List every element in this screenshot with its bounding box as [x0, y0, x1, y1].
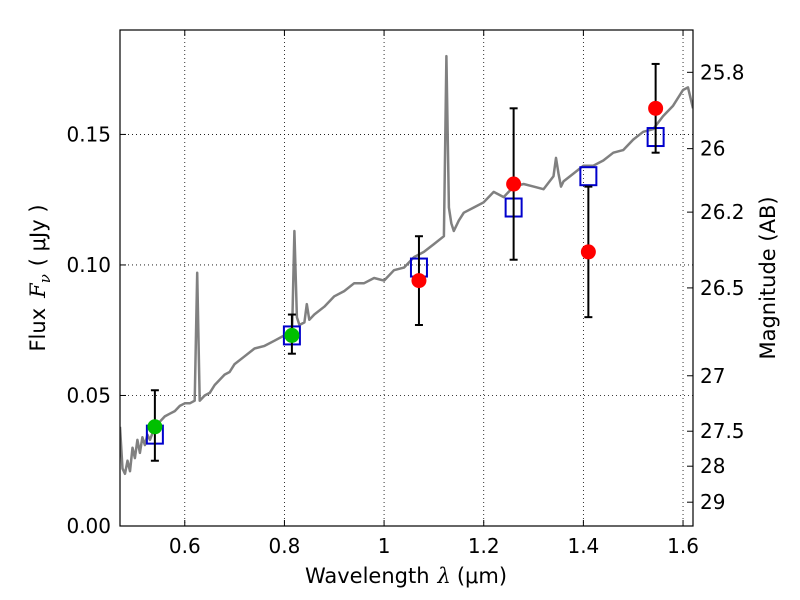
observed-point — [648, 100, 664, 116]
magnitude-tick-label: 26.2 — [700, 200, 745, 224]
magnitude-axis-label: Magnitude (AB) — [756, 196, 780, 359]
plot-frame — [119, 29, 694, 527]
y-tick-label: 0.15 — [66, 122, 111, 146]
observed-point — [506, 176, 522, 192]
observed-point — [284, 327, 300, 343]
magnitude-tick-label: 26.5 — [700, 276, 745, 300]
x-tick-label: 1.4 — [567, 534, 599, 558]
x-tick-label: 0.8 — [269, 534, 301, 558]
y-tick-label: 0.00 — [66, 514, 111, 538]
x-axis-label: Wavelength λ (μm) — [305, 564, 507, 588]
x-tick-label: 1.2 — [468, 534, 500, 558]
y-tick-label: 0.05 — [66, 383, 111, 407]
y-tick-label: 0.10 — [66, 253, 111, 277]
y-axis-label: FluxFν( μJy ) — [26, 204, 54, 351]
model-square-marker — [579, 166, 598, 187]
observed-point — [147, 419, 163, 435]
observed-point — [411, 273, 427, 289]
magnitude-axis: 25.8 26 26.2 26.5 27 27.5 28 29 — [687, 60, 745, 514]
observed-point — [580, 244, 596, 260]
magnitude-tick-label: 27 — [700, 364, 725, 388]
magnitude-tick-label: 29 — [700, 490, 725, 514]
y-axis: 0.00 0.05 0.10 0.15 — [66, 122, 126, 538]
magnitude-tick-label: 25.8 — [700, 60, 745, 84]
magnitude-tick-label: 27.5 — [700, 419, 745, 443]
x-axis: 0.6 0.8 1 1.2 1.4 1.6 — [169, 30, 699, 558]
grid — [120, 30, 693, 527]
spectrum-line — [120, 54, 693, 476]
series-layer — [120, 54, 693, 476]
x-tick-label: 0.6 — [169, 534, 201, 558]
plot-area — [120, 54, 693, 476]
magnitude-tick-label: 26 — [700, 137, 725, 161]
magnitude-tick-label: 28 — [700, 454, 725, 478]
x-tick-label: 1 — [378, 534, 391, 558]
x-tick-label: 1.6 — [667, 534, 699, 558]
